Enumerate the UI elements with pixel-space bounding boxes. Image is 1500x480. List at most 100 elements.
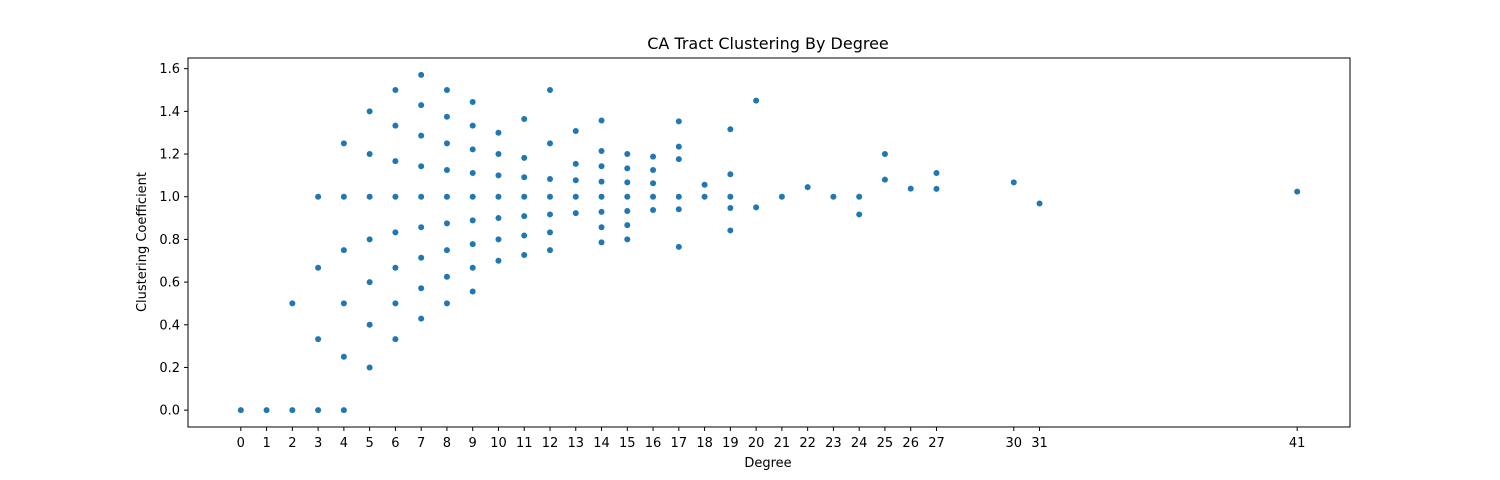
data-point bbox=[881, 151, 888, 158]
x-tick-label: 21 bbox=[774, 436, 791, 451]
data-point bbox=[237, 407, 244, 414]
x-axis-ticks: 0 1 2 3 4 5 6 7 8 9 10 11 12 13 14 15 16 17 18 19 20 21 22 23 24… bbox=[237, 427, 1305, 451]
data-point bbox=[443, 113, 450, 120]
data-point bbox=[521, 116, 528, 123]
data-point bbox=[1036, 200, 1043, 207]
data-point bbox=[778, 193, 785, 200]
x-tick-label: 4 bbox=[340, 436, 348, 451]
data-point bbox=[340, 247, 347, 254]
data-point bbox=[418, 71, 425, 78]
data-point bbox=[881, 176, 888, 183]
y-axis-ticks: 0.0 0.2 0.4 0.6 0.8 1.0 1.2 1.4 1.6 bbox=[159, 62, 188, 419]
data-point bbox=[547, 211, 553, 218]
data-point bbox=[418, 102, 425, 109]
data-point bbox=[469, 241, 476, 248]
data-point bbox=[727, 205, 734, 212]
data-point bbox=[392, 336, 399, 343]
data-point bbox=[418, 254, 425, 261]
data-point bbox=[469, 122, 476, 129]
x-tick-label: 31 bbox=[1031, 436, 1048, 451]
data-point bbox=[624, 165, 631, 172]
data-point bbox=[418, 224, 425, 231]
data-point bbox=[650, 180, 657, 187]
data-point bbox=[624, 208, 631, 215]
data-point bbox=[495, 257, 502, 264]
x-tick-label: 17 bbox=[671, 436, 688, 451]
data-point bbox=[366, 151, 373, 158]
data-point bbox=[366, 279, 373, 286]
data-point bbox=[624, 222, 631, 229]
x-tick-label: 23 bbox=[825, 436, 842, 451]
data-point bbox=[469, 146, 476, 153]
data-point bbox=[1294, 188, 1301, 195]
data-point bbox=[315, 193, 322, 200]
data-point bbox=[366, 364, 373, 371]
data-point bbox=[469, 264, 476, 271]
data-point bbox=[624, 193, 631, 200]
data-point bbox=[495, 151, 502, 158]
x-tick-label: 0 bbox=[237, 436, 245, 451]
x-tick-label: 5 bbox=[366, 436, 374, 451]
data-point bbox=[340, 300, 347, 307]
data-point bbox=[547, 87, 553, 94]
x-tick-label: 22 bbox=[799, 436, 816, 451]
data-point bbox=[753, 204, 760, 211]
y-tick-label: 0.4 bbox=[159, 318, 180, 333]
data-point bbox=[856, 193, 863, 200]
data-point bbox=[624, 236, 631, 243]
x-tick-label: 27 bbox=[928, 436, 945, 451]
data-point bbox=[701, 181, 708, 188]
data-point bbox=[624, 151, 631, 158]
data-point bbox=[675, 193, 682, 200]
x-tick-label: 14 bbox=[593, 436, 610, 451]
data-point bbox=[289, 300, 296, 307]
data-point bbox=[701, 193, 708, 200]
data-point bbox=[366, 193, 373, 200]
data-point bbox=[469, 170, 476, 177]
data-point bbox=[521, 154, 528, 161]
data-point bbox=[650, 167, 657, 174]
x-tick-label: 20 bbox=[748, 436, 765, 451]
data-point bbox=[598, 178, 605, 185]
y-tick-label: 0.8 bbox=[159, 233, 180, 248]
data-point bbox=[469, 288, 476, 295]
data-point bbox=[598, 208, 605, 215]
y-tick-label: 1.4 bbox=[159, 105, 180, 120]
x-tick-label: 13 bbox=[567, 436, 584, 451]
data-point bbox=[933, 170, 940, 177]
data-point bbox=[443, 300, 450, 307]
data-point bbox=[907, 185, 914, 192]
data-point bbox=[340, 407, 347, 414]
data-point bbox=[443, 87, 450, 94]
data-point bbox=[315, 336, 322, 343]
x-tick-label: 15 bbox=[619, 436, 636, 451]
chart-title: CA Tract Clustering By Degree bbox=[647, 34, 889, 53]
data-point bbox=[598, 193, 605, 200]
data-point bbox=[624, 179, 631, 186]
data-point bbox=[675, 143, 682, 150]
data-point bbox=[469, 98, 476, 105]
data-point bbox=[572, 177, 579, 184]
data-point bbox=[495, 193, 502, 200]
data-point bbox=[315, 407, 322, 414]
data-point bbox=[521, 251, 528, 258]
data-point bbox=[495, 215, 502, 222]
y-tick-label: 1.0 bbox=[159, 190, 180, 205]
data-point bbox=[392, 264, 399, 271]
data-point bbox=[598, 117, 605, 124]
y-tick-label: 0.2 bbox=[159, 361, 180, 376]
data-point bbox=[521, 232, 528, 239]
x-tick-label: 3 bbox=[314, 436, 322, 451]
data-point bbox=[1010, 179, 1017, 186]
x-tick-label: 18 bbox=[696, 436, 713, 451]
x-tick-label: 7 bbox=[417, 436, 425, 451]
data-point bbox=[392, 122, 399, 129]
x-tick-label: 10 bbox=[490, 436, 507, 451]
data-point bbox=[392, 229, 399, 236]
data-point bbox=[340, 353, 347, 360]
data-point bbox=[495, 236, 502, 243]
y-axis-label: Clustering Coefficient bbox=[135, 172, 150, 312]
data-point bbox=[547, 193, 553, 200]
x-tick-label: 24 bbox=[851, 436, 868, 451]
